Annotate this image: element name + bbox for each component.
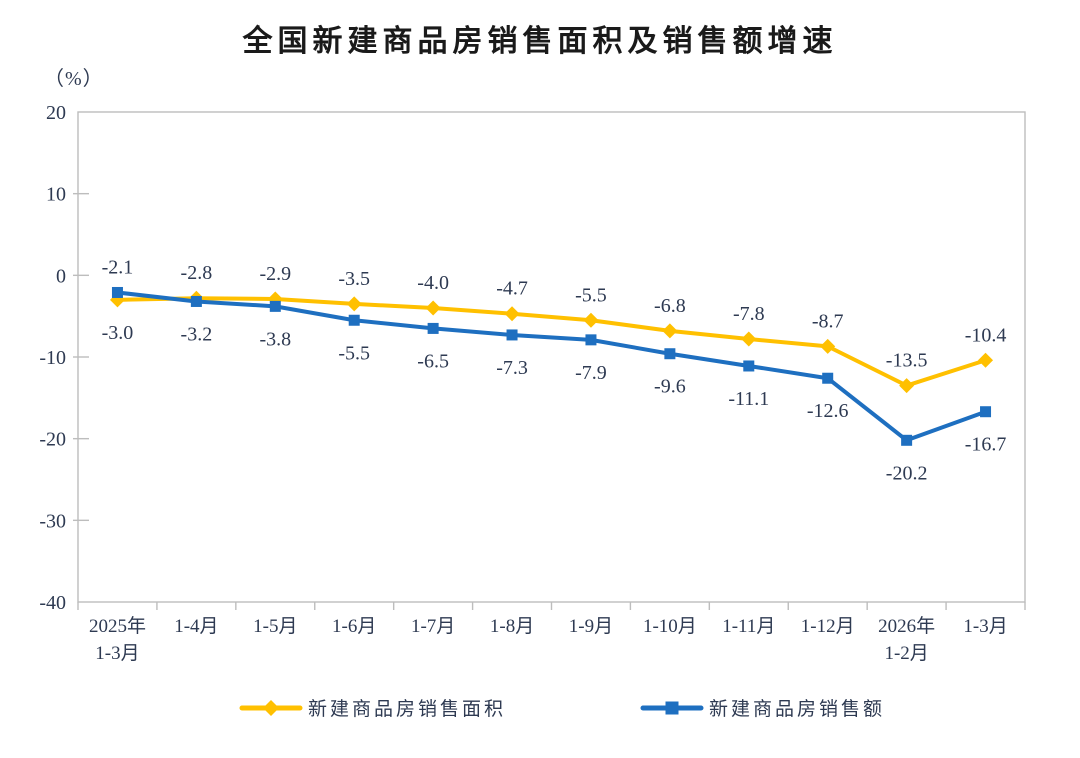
data-point-marker (664, 348, 676, 360)
legend-label: 新建商品房销售额 (709, 698, 885, 720)
y-axis-tick-label: -40 (39, 592, 66, 614)
data-label: -12.6 (807, 400, 849, 422)
data-label: -2.9 (259, 263, 291, 285)
x-axis-tick-label: 1-10月 (643, 616, 697, 637)
data-label: -2.8 (181, 262, 213, 284)
data-point-marker (585, 334, 597, 346)
data-label: -7.8 (733, 303, 765, 325)
x-axis-tick-label: 1-4月 (174, 616, 218, 637)
data-label: -3.2 (181, 323, 213, 345)
data-label: -4.0 (417, 272, 449, 294)
data-label: -6.8 (654, 295, 686, 317)
data-point-marker (504, 306, 520, 322)
data-point-marker (348, 314, 360, 326)
y-axis-tick-label: -20 (39, 429, 66, 451)
data-point-marker (741, 331, 757, 347)
legend-label: 新建商品房销售面积 (308, 698, 506, 720)
data-point-marker (506, 329, 518, 341)
data-label: -3.8 (259, 328, 291, 350)
data-point-marker (346, 296, 362, 312)
legend-marker (263, 700, 279, 716)
data-label: -9.6 (654, 376, 686, 398)
data-label: -5.5 (575, 284, 607, 306)
data-point-marker (980, 406, 992, 418)
data-label: -4.7 (496, 278, 528, 300)
data-point-marker (425, 300, 441, 316)
x-axis-tick-label: 1-9月 (569, 616, 613, 637)
x-axis-tick-label: 1-2月 (884, 643, 928, 664)
data-label: -13.5 (886, 350, 928, 372)
data-point-marker (583, 312, 599, 328)
x-axis-tick-label: 1-5月 (253, 616, 297, 637)
data-label: -5.5 (338, 342, 370, 364)
x-axis-tick-label: 1-11月 (722, 616, 775, 637)
x-axis-tick-label: 1-8月 (490, 616, 534, 637)
y-axis-tick-label: 0 (56, 265, 66, 287)
y-axis-tick-label: -30 (39, 510, 66, 532)
data-point-marker (901, 434, 913, 446)
x-axis-tick-label: 1-12月 (801, 616, 855, 637)
x-axis-tick-label: 1-3月 (95, 643, 139, 664)
data-point-marker (190, 295, 202, 307)
data-label: -6.5 (417, 350, 449, 372)
data-point-marker (662, 323, 678, 339)
x-axis-tick-label: 2026年 (878, 615, 935, 637)
chart-title: 全国新建商品房销售面积及销售额增速 (242, 25, 838, 58)
x-axis-tick-label: 1-3月 (963, 616, 1007, 637)
y-axis-tick-label: 10 (46, 184, 66, 206)
data-label: -7.3 (496, 357, 528, 379)
data-point-marker (743, 360, 755, 372)
data-point-marker (822, 372, 834, 384)
y-axis-unit-label: （%） (44, 68, 104, 90)
data-point-marker (269, 300, 281, 312)
data-label: -3.0 (102, 322, 134, 344)
y-axis-tick-label: 20 (46, 102, 66, 124)
data-point-marker (899, 378, 915, 394)
x-axis-tick-label: 1-7月 (411, 616, 455, 637)
data-label: -20.2 (886, 462, 928, 484)
data-label: -16.7 (965, 434, 1007, 456)
y-axis-tick-label: -10 (39, 347, 66, 369)
data-point-marker (820, 338, 836, 354)
plot-border (77, 111, 1026, 603)
data-label: -11.1 (728, 388, 769, 410)
data-point-marker (111, 286, 123, 298)
x-axis-tick-label: 2025年 (89, 615, 146, 637)
data-point-marker (978, 352, 994, 368)
data-label: -7.9 (575, 362, 607, 384)
series-line (115, 290, 988, 443)
series-line (115, 296, 988, 388)
data-label: -10.4 (965, 324, 1007, 346)
data-label: -3.5 (338, 268, 370, 290)
legend-marker (665, 701, 679, 715)
data-point-marker (427, 322, 439, 334)
data-label: -8.7 (812, 310, 844, 332)
x-axis-tick-label: 1-6月 (332, 616, 376, 637)
data-label: -2.1 (102, 256, 134, 278)
